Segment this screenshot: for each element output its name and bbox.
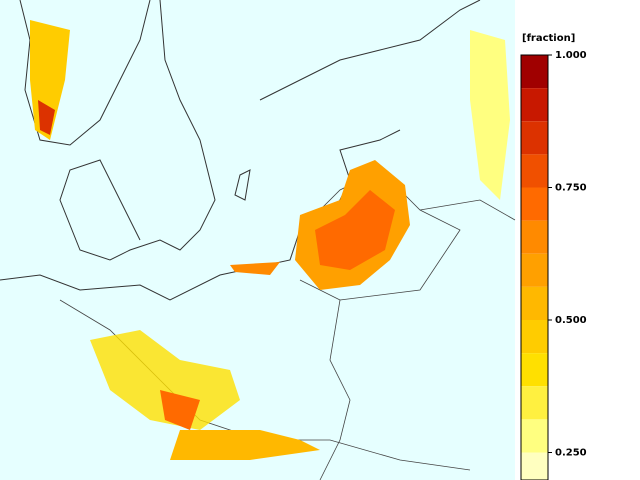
coastline — [19, 0, 151, 146]
field-area — [38, 100, 55, 135]
field-area — [315, 190, 395, 270]
colorbar-band — [521, 353, 548, 387]
colorbar-band — [521, 121, 548, 155]
coastline — [259, 0, 481, 101]
colorbar-tick-label: 1.000 — [555, 50, 587, 61]
colorbar-band — [521, 220, 548, 254]
colorbar-band — [521, 386, 548, 420]
colorbar-band — [521, 320, 548, 354]
colorbar-tick-label: 0.750 — [555, 183, 587, 194]
colorbar-band — [521, 286, 548, 320]
border — [299, 279, 351, 480]
colorbar-band — [521, 419, 548, 453]
colorbar-band — [521, 154, 548, 188]
field-area — [160, 390, 200, 430]
colorbar-band — [521, 187, 548, 221]
field-area — [170, 430, 320, 460]
colorbar-tick-label: 0.250 — [555, 448, 587, 459]
field-area — [90, 330, 240, 430]
field-area — [470, 30, 510, 200]
field-area — [230, 262, 280, 275]
border — [419, 199, 516, 221]
colorbar-band — [521, 55, 548, 89]
coastline — [59, 0, 216, 261]
colorbar-band — [521, 253, 548, 287]
colorbar-band — [521, 88, 548, 122]
map — [0, 0, 516, 480]
colorbar-band — [521, 452, 548, 480]
sea-land-background — [0, 0, 515, 480]
colorbar-title: [fraction] — [522, 33, 575, 44]
colorbar: [fraction] 1.000 0.750 0.500 0.250 — [520, 33, 587, 480]
island — [234, 169, 251, 201]
colorbar-frame — [520, 54, 549, 480]
colorbar-tick-label: 0.500 — [555, 315, 587, 326]
